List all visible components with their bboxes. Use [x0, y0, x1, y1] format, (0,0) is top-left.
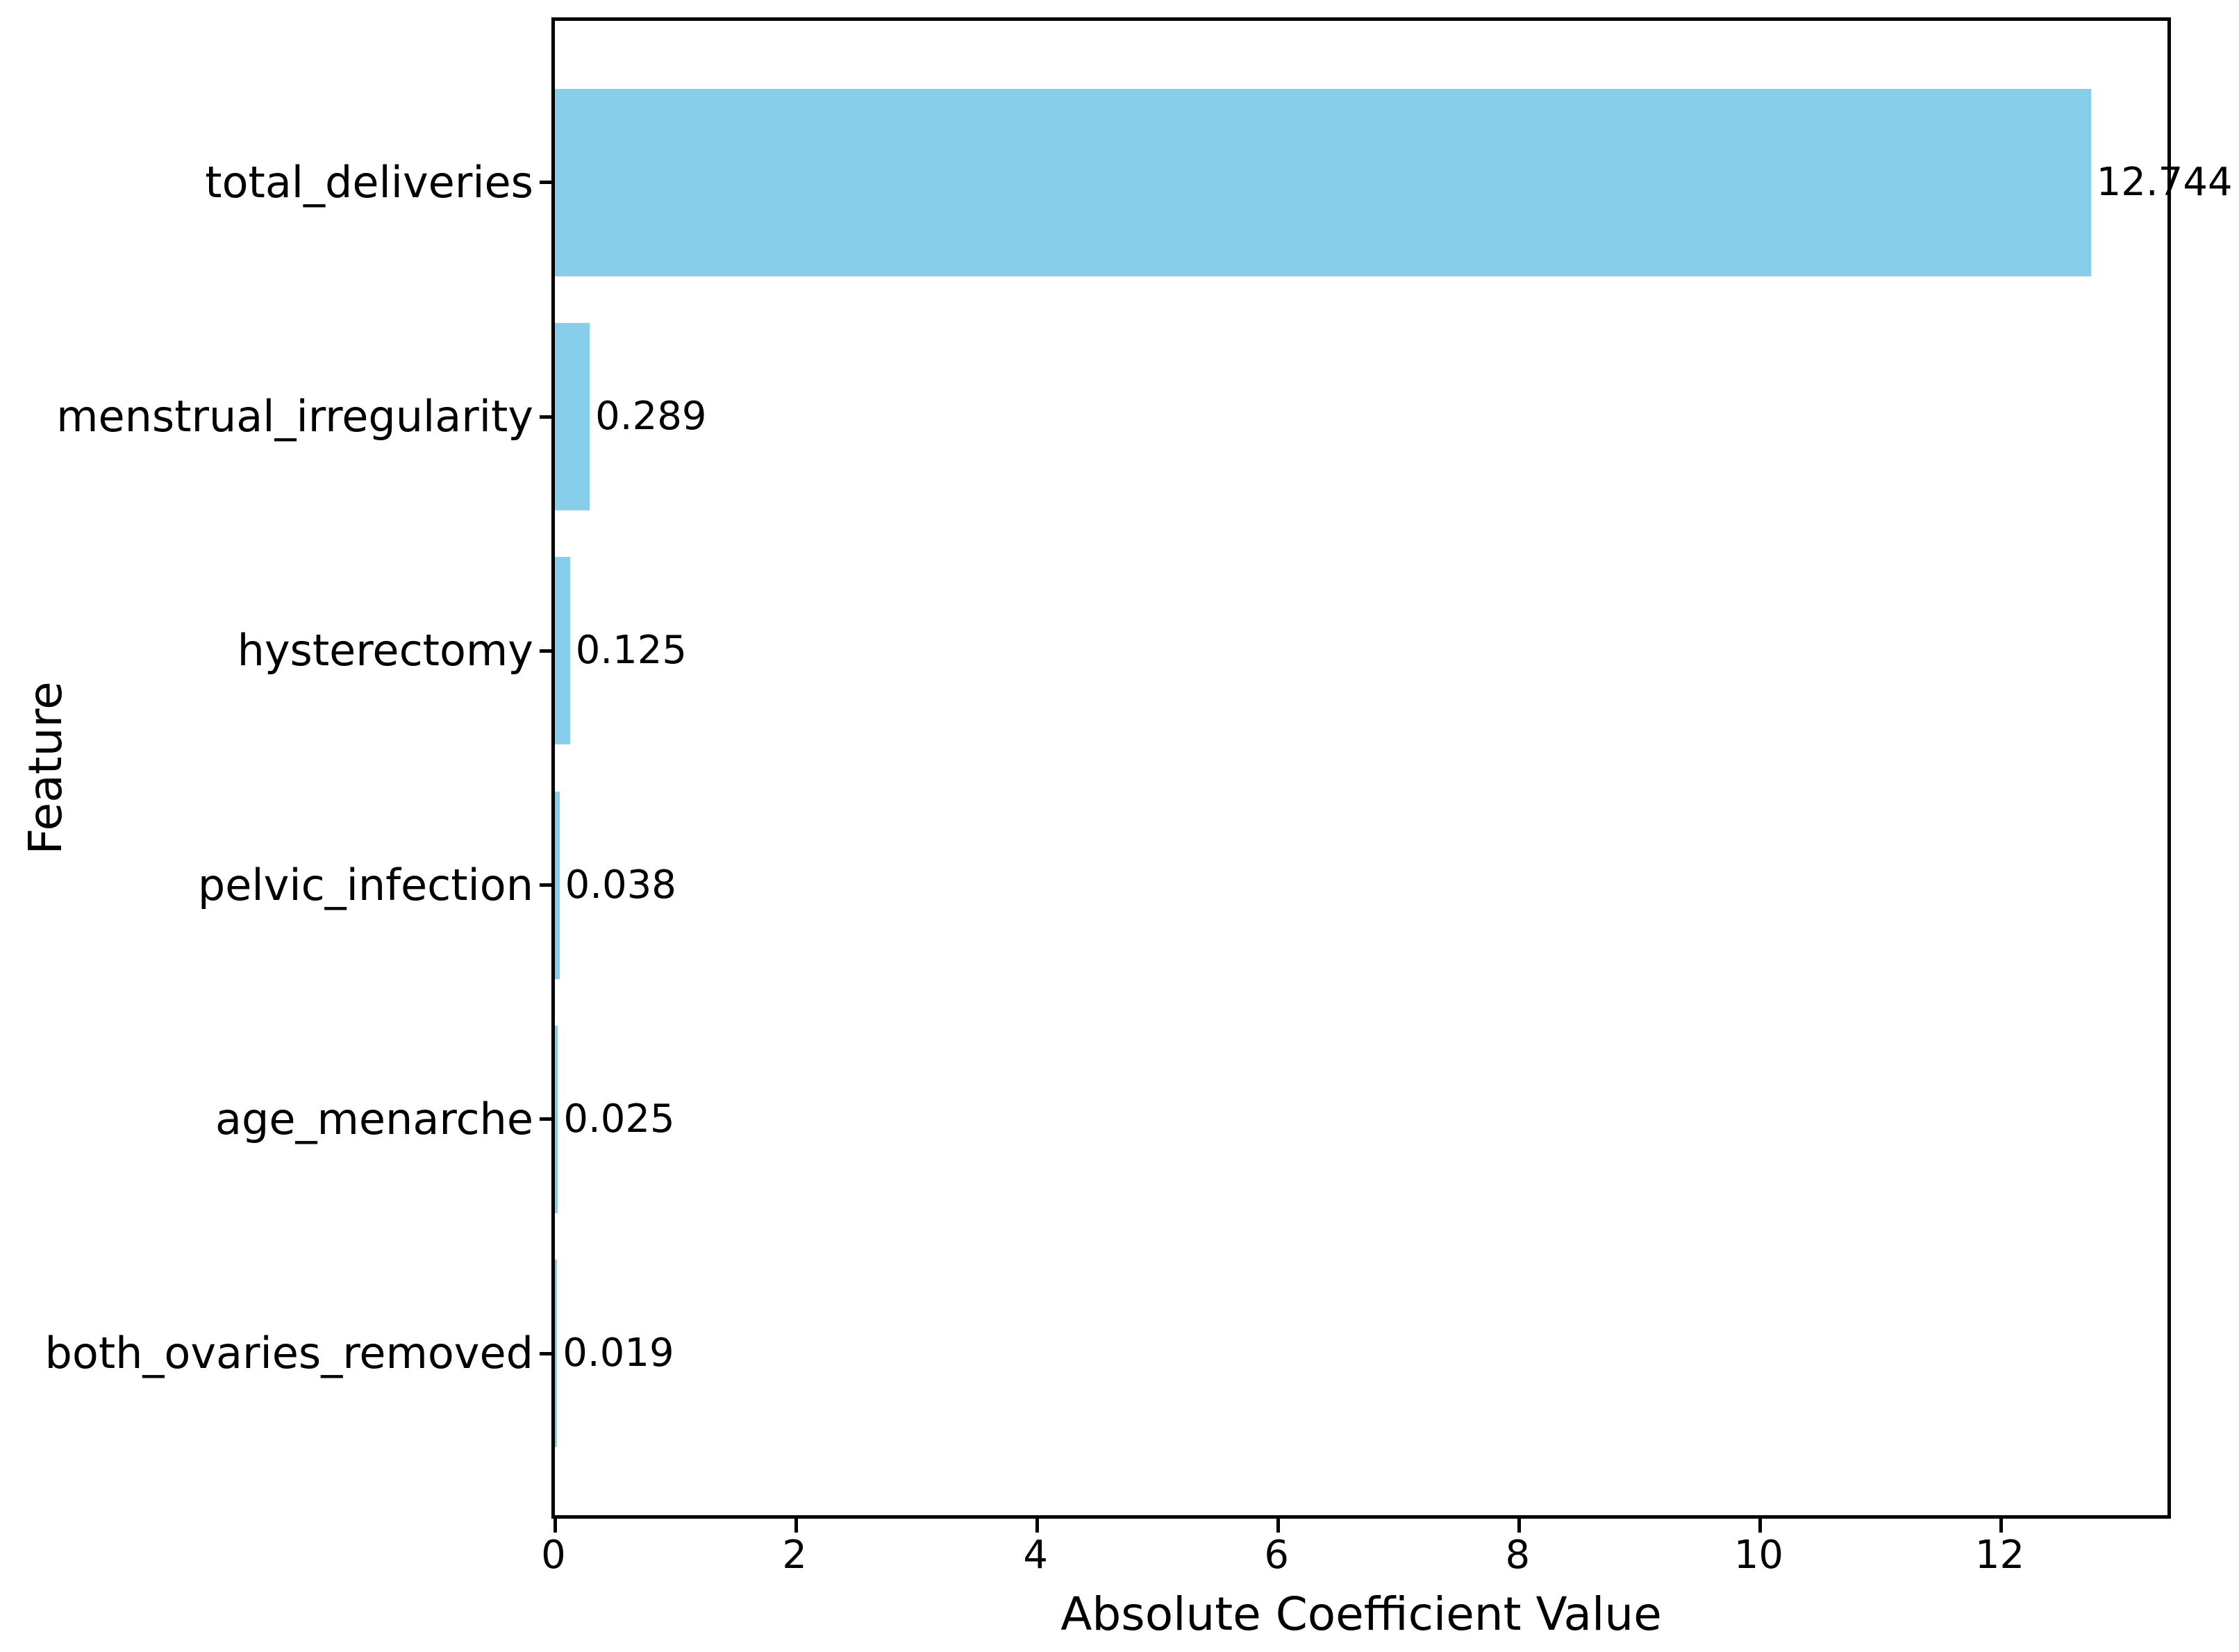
y-tick-menstrual_irregularity: [540, 415, 553, 419]
plot-inner: 12.744 0.289 0.125 0.038 0.025 0.019: [555, 21, 2233, 1515]
x-tick-label-8: 8: [1505, 1533, 1531, 1578]
x-tick-10: [1758, 1519, 1762, 1533]
category-label-menstrual_irregularity: menstrual_irregularity: [56, 391, 533, 442]
x-tick-label-10: 10: [1733, 1533, 1784, 1578]
x-tick-label-6: 6: [1264, 1533, 1290, 1578]
category-label-pelvic_infection: pelvic_infection: [197, 859, 533, 910]
x-tick-6: [1276, 1519, 1280, 1533]
plot-area: 12.744 0.289 0.125 0.038 0.025 0.019: [551, 17, 2233, 1519]
bar-both_ovaries_removed: [555, 1260, 558, 1448]
x-tick-label-12: 12: [1974, 1533, 2025, 1578]
bar-age_menarche: [555, 1025, 558, 1213]
x-axis-title: Absolute Coefficient Value: [1060, 1587, 1662, 1641]
y-tick-age_menarche: [540, 1117, 553, 1121]
category-label-total_deliveries: total_deliveries: [205, 156, 533, 208]
value-label-pelvic_infection: 0.038: [565, 862, 676, 908]
x-tick-label-4: 4: [1023, 1533, 1048, 1578]
value-label-total_deliveries: 12.744: [2096, 159, 2233, 205]
y-tick-both_ovaries_removed: [540, 1351, 553, 1355]
category-label-age_menarche: age_menarche: [215, 1093, 533, 1144]
y-tick-hysterectomy: [540, 649, 553, 653]
value-label-menstrual_irregularity: 0.289: [595, 394, 707, 440]
x-tick-2: [794, 1519, 798, 1533]
category-label-both_ovaries_removed: both_ovaries_removed: [44, 1328, 533, 1379]
value-label-age_menarche: 0.025: [563, 1096, 675, 1142]
x-tick-label-0: 0: [541, 1533, 566, 1578]
x-tick-12: [1999, 1519, 2003, 1533]
y-axis-title: Feature: [19, 681, 72, 855]
x-tick-0: [553, 1519, 557, 1533]
bar-hysterectomy: [555, 557, 570, 745]
x-tick-8: [1517, 1519, 1521, 1533]
category-label-hysterectomy: hysterectomy: [237, 625, 533, 676]
bar-total_deliveries: [555, 88, 2091, 276]
value-label-hysterectomy: 0.125: [575, 628, 688, 674]
x-tick-label-2: 2: [782, 1533, 807, 1578]
x-tick-4: [1035, 1519, 1039, 1533]
bar-pelvic_infection: [555, 791, 560, 979]
y-tick-pelvic_infection: [540, 883, 553, 887]
y-tick-total_deliveries: [540, 181, 553, 185]
bar-menstrual_irregularity: [555, 323, 590, 511]
value-label-both_ovaries_removed: 0.019: [563, 1330, 674, 1376]
